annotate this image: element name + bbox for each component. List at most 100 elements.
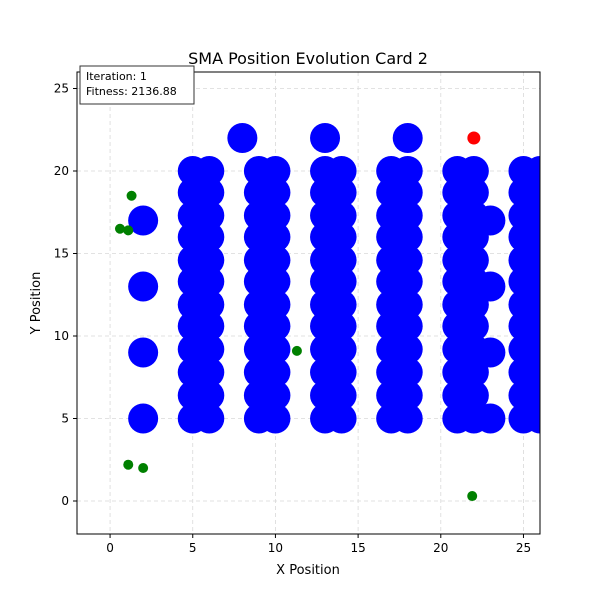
obstacle-point — [392, 311, 423, 342]
obstacle-point — [458, 289, 489, 320]
best-point — [467, 131, 481, 145]
y-tick-label: 5 — [61, 412, 69, 426]
agent-point — [123, 225, 134, 236]
obstacle-point — [194, 266, 225, 297]
obstacle-point — [458, 177, 489, 208]
obstacle-point — [458, 334, 489, 365]
obstacle-point — [194, 334, 225, 365]
obstacle-point — [326, 403, 357, 434]
obstacle-point — [326, 289, 357, 320]
obstacle-point — [194, 222, 225, 252]
x-tick-label: 5 — [189, 541, 197, 555]
obstacle-point — [260, 289, 291, 320]
fitness-label: Fitness: 2136.88 — [86, 85, 177, 98]
obstacle-point — [260, 177, 291, 208]
obstacle-point — [194, 156, 225, 186]
obstacle-point — [326, 245, 357, 276]
obstacle-point — [458, 245, 489, 276]
obstacle-point — [326, 156, 357, 186]
obstacle-point — [458, 357, 489, 388]
y-tick-label: 25 — [54, 82, 69, 96]
obstacle-point — [525, 334, 540, 365]
obstacle-point — [392, 380, 423, 411]
obstacle-point — [392, 200, 423, 231]
obstacle-point — [326, 266, 357, 297]
obstacle-point — [260, 380, 291, 411]
obstacle-point — [194, 403, 225, 434]
agent-point — [126, 190, 137, 201]
agent-point — [291, 345, 302, 356]
chart-title: SMA Position Evolution Card 2 — [188, 49, 428, 68]
obstacle-point — [260, 245, 291, 276]
obstacle-point — [194, 200, 225, 231]
obstacle-point — [194, 245, 225, 276]
obstacle-point — [392, 266, 423, 297]
obstacle-point — [260, 200, 291, 231]
obstacle-point — [326, 380, 357, 411]
obstacle-point — [392, 245, 423, 276]
obstacle-point — [392, 177, 423, 208]
info-box-frame — [79, 65, 195, 105]
agent-point — [123, 459, 134, 470]
agent-point — [467, 491, 478, 502]
obstacle-point — [525, 357, 540, 388]
obstacle-point — [392, 403, 423, 434]
y-tick-label: 15 — [54, 247, 69, 261]
obstacle-point — [392, 357, 423, 388]
obstacle-point — [326, 334, 357, 365]
obstacle-point — [128, 337, 159, 368]
agent-point — [114, 223, 125, 234]
obstacle-point — [458, 200, 489, 231]
obstacle-point — [392, 289, 423, 320]
obstacle-point — [128, 205, 159, 236]
y-tick-label: 20 — [54, 164, 69, 178]
x-tick-label: 10 — [268, 541, 283, 555]
obstacle-point — [458, 380, 489, 411]
obstacle-point — [525, 403, 540, 434]
agent-point — [138, 463, 149, 473]
x-tick-label: 25 — [516, 541, 531, 555]
obstacle-point — [194, 177, 225, 208]
obstacle-point — [326, 357, 357, 388]
y-axis-label: Y Position — [29, 272, 44, 336]
obstacle-point — [194, 311, 225, 342]
obstacle-point — [260, 311, 291, 342]
info-box: Iteration: 1 Fitness: 2136.88 — [79, 65, 195, 105]
obstacle-point — [525, 177, 540, 208]
obstacle-point — [260, 156, 291, 186]
obstacle-point — [260, 334, 291, 365]
axis-ticks: 0 5 10 15 20 25 0 5 10 15 20 25 — [54, 82, 531, 556]
obstacle-point — [194, 357, 225, 388]
obstacle-point — [326, 200, 357, 231]
obstacle-point — [458, 311, 489, 342]
x-axis-label: X Position — [276, 563, 340, 578]
obstacle-point — [525, 266, 540, 297]
obstacle-point — [260, 266, 291, 297]
obstacle-point — [392, 156, 423, 186]
obstacle-point — [326, 311, 357, 342]
obstacle-point — [458, 156, 489, 186]
obstacle-point — [525, 380, 540, 411]
plot-marks — [114, 123, 540, 502]
obstacle-point — [128, 271, 159, 302]
obstacle-point — [310, 123, 341, 153]
plot-frame — [76, 71, 541, 535]
obstacle-point — [260, 222, 291, 252]
obstacle-point — [194, 289, 225, 320]
obstacle-point — [227, 123, 258, 153]
y-tick-label: 0 — [61, 494, 69, 508]
obstacle-point — [458, 266, 489, 297]
x-tick-label: 15 — [350, 541, 365, 555]
x-tick-label: 20 — [433, 541, 448, 555]
obstacle-point — [392, 222, 423, 252]
obstacle-point — [392, 334, 423, 365]
iteration-label: Iteration: 1 — [86, 70, 147, 83]
obstacle-point — [458, 403, 489, 434]
x-tick-label: 0 — [106, 541, 114, 555]
y-tick-label: 10 — [54, 329, 69, 343]
obstacle-point — [458, 222, 489, 252]
obstacle-point — [525, 222, 540, 252]
obstacle-point — [326, 222, 357, 252]
